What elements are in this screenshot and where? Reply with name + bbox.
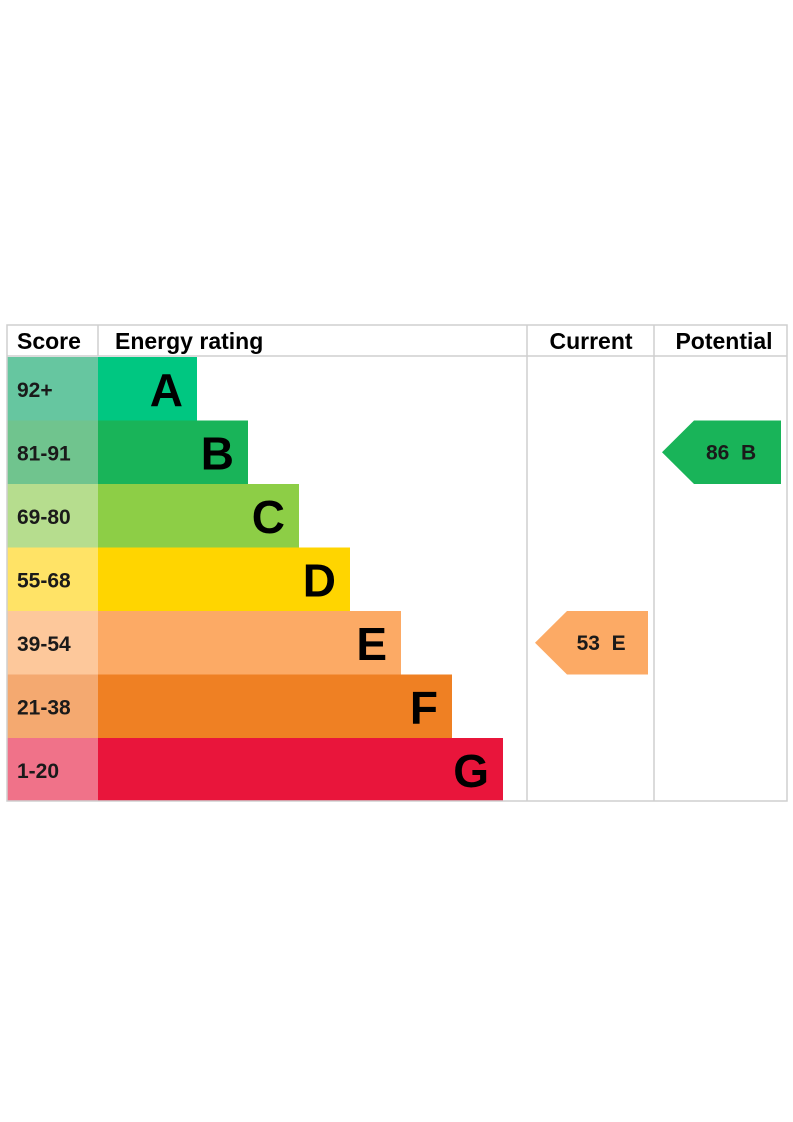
rating-bar-g	[98, 738, 503, 802]
rating-letter-c: C	[252, 491, 285, 543]
potential-rating-arrow	[662, 420, 781, 484]
rating-bar-d	[98, 547, 350, 611]
current-rating-arrow	[535, 611, 648, 675]
rating-letter-e: E	[356, 618, 387, 670]
rating-indicators: 53 E 86 B	[535, 420, 781, 675]
score-label-b: 81-91	[17, 442, 71, 465]
potential-rating-value: 86 B	[706, 441, 756, 464]
rating-bands: 92+ A 81-91 B 69-80 C 55-68 D 39-54 E 21-38 F 1-20 G	[7, 357, 503, 802]
score-cell-f	[7, 674, 98, 738]
rating-letter-b: B	[201, 427, 234, 479]
header-potential: Potential	[675, 328, 772, 354]
score-cell-c	[7, 484, 98, 548]
score-label-e: 39-54	[17, 633, 71, 656]
header-score: Score	[17, 328, 81, 354]
score-cell-d	[7, 547, 98, 611]
score-cell-a	[7, 357, 98, 421]
score-label-g: 1-20	[17, 760, 59, 783]
score-label-f: 21-38	[17, 696, 71, 719]
score-cell-e	[7, 611, 98, 675]
rating-bar-f	[98, 674, 452, 738]
current-rating-value: 53 E	[577, 632, 626, 655]
rating-letter-g: G	[453, 745, 489, 797]
score-label-c: 69-80	[17, 506, 71, 529]
score-label-a: 92+	[17, 379, 53, 402]
rating-letter-a: A	[150, 364, 183, 416]
rating-letter-d: D	[303, 554, 336, 606]
rating-bar-e	[98, 611, 401, 675]
score-label-d: 55-68	[17, 569, 71, 592]
rating-bar-a	[98, 357, 197, 421]
score-cell-b	[7, 420, 98, 484]
score-cell-g	[7, 738, 98, 802]
table-grid	[6, 324, 788, 802]
rating-bar-c	[98, 484, 299, 548]
header-current: Current	[549, 328, 632, 354]
header-energy-rating: Energy rating	[115, 328, 263, 354]
rating-letter-f: F	[410, 681, 438, 733]
rating-bar-b	[98, 420, 248, 484]
